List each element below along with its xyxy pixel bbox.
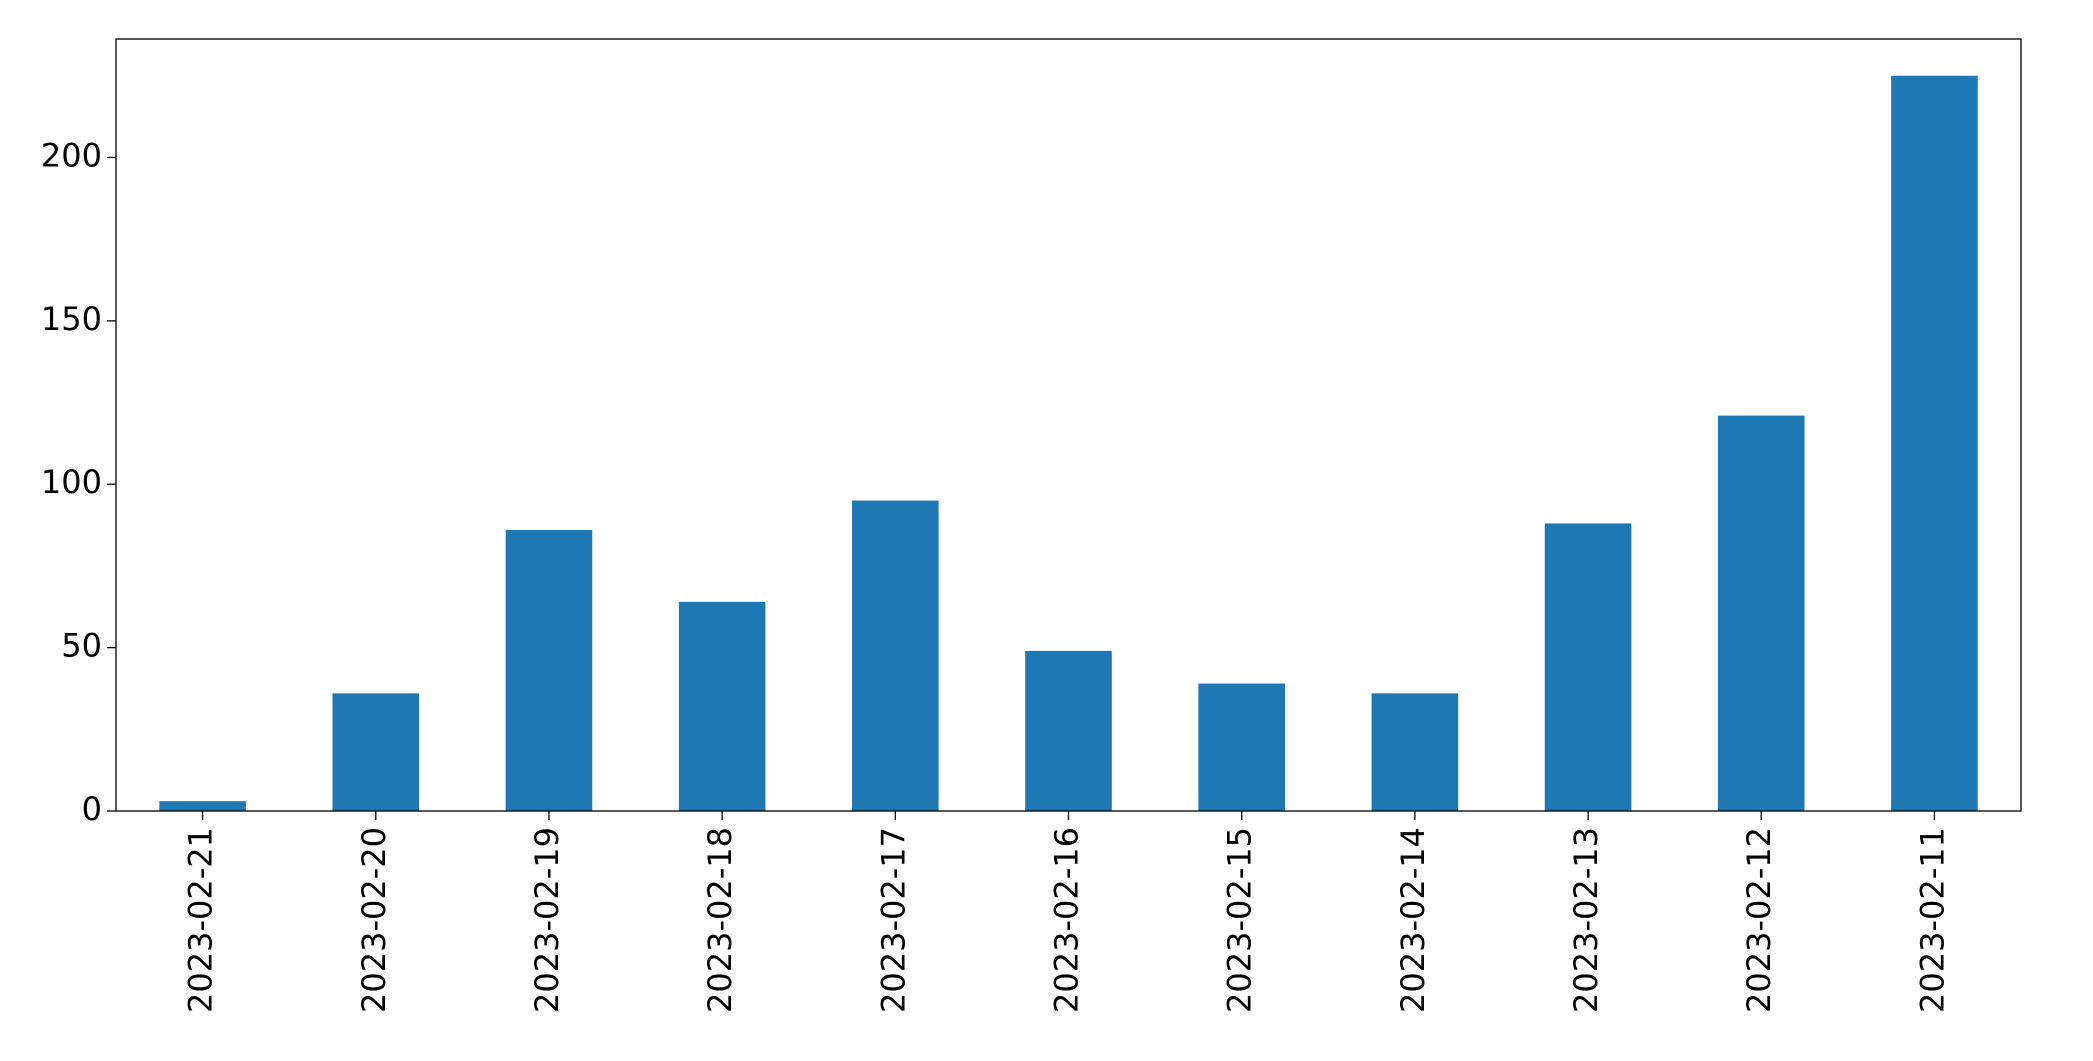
x-tick-label: 2023-02-21 [182, 827, 220, 1013]
y-tick-label: 100 [41, 463, 102, 501]
bar [852, 500, 939, 811]
bar [505, 529, 593, 811]
y-tick-label: 150 [41, 300, 102, 338]
y-tick-label: 50 [61, 627, 102, 665]
x-tick-label: 2023-02-13 [1567, 827, 1605, 1013]
x-tick-label: 2023-02-14 [1394, 827, 1432, 1013]
bar [1198, 683, 1285, 811]
plot-frame [115, 38, 2022, 812]
x-tick-label: 2023-02-19 [528, 827, 566, 1013]
x-tick-label: 2023-02-18 [701, 827, 739, 1013]
bar [159, 801, 246, 811]
x-tick-label: 2023-02-16 [1048, 827, 1086, 1013]
y-tick-label: 0 [82, 790, 102, 828]
y-tick-label: 200 [41, 136, 102, 174]
x-tick-label: 2023-02-12 [1740, 827, 1778, 1013]
x-tick-label: 2023-02-11 [1913, 827, 1951, 1013]
x-tick-label: 2023-02-20 [355, 827, 393, 1013]
bar [1025, 650, 1112, 811]
x-tick-label: 2023-02-17 [874, 827, 912, 1013]
bar [1717, 415, 1805, 811]
bar [1544, 523, 1632, 811]
bar [332, 693, 420, 811]
bar [1371, 693, 1459, 811]
x-tick-label: 2023-02-15 [1221, 827, 1259, 1013]
bar [678, 601, 766, 811]
bar [1891, 75, 1978, 811]
